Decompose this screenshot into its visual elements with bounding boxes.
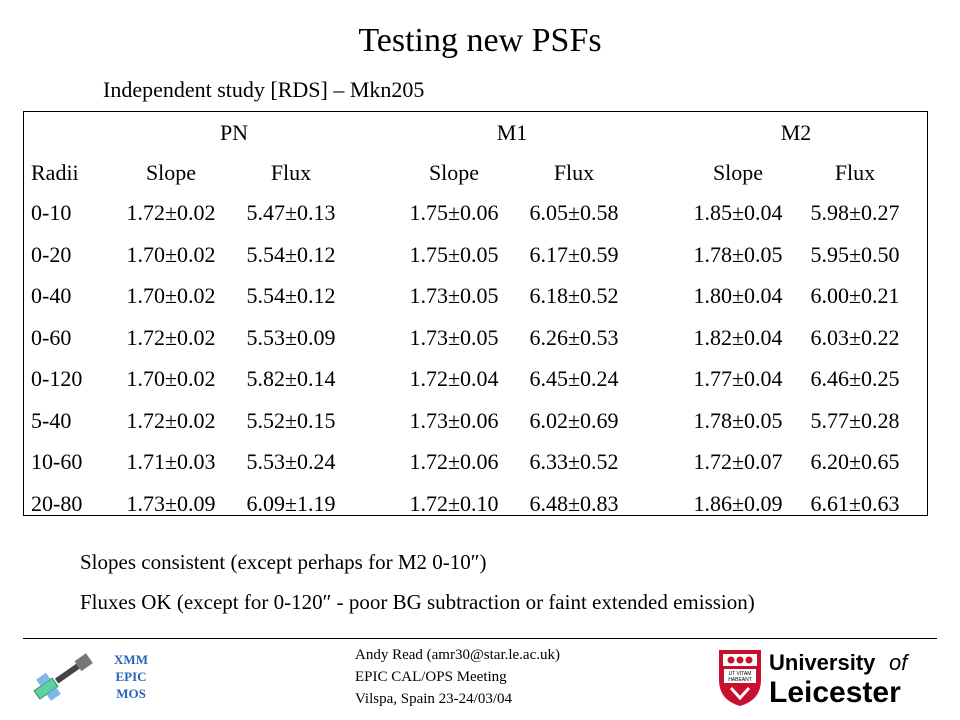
table-row-radii: 20-80 (31, 490, 83, 516)
table-cell: 6.61±0.63 (810, 490, 900, 516)
table-cell: 1.75±0.06 (409, 200, 499, 225)
crest-motto-line-2: HABEANT (728, 677, 752, 683)
table-cell: 1.70±0.02 (126, 283, 216, 308)
table-cell: 1.72±0.04 (409, 366, 499, 391)
table-cell: 6.48±0.83 (529, 490, 619, 516)
table-row-radii: 0-120 (31, 366, 83, 391)
page-title: Testing new PSFs (358, 22, 602, 59)
page-subtitle: Independent study [RDS] – Mkn205 (103, 77, 425, 102)
table-cell: 1.71±0.03 (126, 449, 216, 474)
table-row-radii: 0-60 (31, 324, 72, 350)
group-header-m2: M2 (780, 120, 812, 145)
table-cell: 5.53±0.09 (246, 324, 336, 350)
table-cell: 6.02±0.69 (529, 407, 619, 433)
note-fluxes: Fluxes OK (except for 0-120″ - poor BG s… (80, 590, 755, 614)
table-cell: 6.26±0.53 (529, 324, 619, 350)
sub-header-m1-slope: Slope (428, 160, 480, 185)
group-header-pn: PN (219, 120, 249, 145)
table-cell: 6.20±0.65 (810, 449, 900, 474)
table-row-radii: 10-60 (31, 449, 83, 474)
table-cell: 1.72±0.02 (126, 200, 216, 225)
table-cell: 5.54±0.12 (246, 241, 336, 267)
table-cell: 6.00±0.21 (810, 283, 900, 308)
xmm-epic-mos-logo: XMM EPIC MOS (103, 651, 159, 702)
sub-header-m2-flux: Flux (834, 160, 876, 185)
leicester-word: Leicester (769, 676, 901, 708)
logo-line-epic: EPIC (115, 669, 147, 684)
university-of-leicester-logo: UT VITAM HABEANT University of Leicester (719, 650, 910, 708)
table-cell: 6.33±0.52 (529, 449, 619, 474)
footer-info: Andy Read (amr30@star.le.ac.uk) EPIC CAL… (355, 644, 560, 710)
table-cell: 6.18±0.52 (529, 283, 619, 308)
footer-rule (23, 638, 937, 639)
results-table: PN M1 M2 Radii Slope Flux Slope Flux Slo… (23, 111, 928, 516)
table-cell: 5.53±0.24 (246, 449, 336, 474)
radii-header: Radii (31, 160, 79, 185)
sub-header-pn-flux: Flux (270, 160, 312, 185)
sub-header-m1-flux: Flux (553, 160, 595, 185)
table-cell: 5.95±0.50 (810, 241, 900, 267)
logo-line-xmm: XMM (114, 652, 148, 667)
table-cell: 1.70±0.02 (126, 366, 216, 391)
table-cell: 1.85±0.04 (693, 200, 783, 225)
table-cell: 6.05±0.58 (529, 200, 619, 225)
table-cell: 1.73±0.06 (409, 407, 499, 433)
leicester-crest-icon: UT VITAM HABEANT (719, 650, 761, 706)
table-cell: 6.03±0.22 (810, 324, 900, 350)
group-header-m1: M1 (496, 120, 528, 145)
xmm-satellite-icon (33, 653, 93, 701)
footer-location-date: Vilspa, Spain 23-24/03/04 (355, 691, 513, 707)
table-cell: 6.45±0.24 (529, 366, 619, 391)
table-cell: 1.72±0.02 (126, 324, 216, 350)
table-cell: 6.46±0.25 (810, 366, 900, 391)
table-cell: 1.72±0.02 (126, 407, 216, 433)
table-cell: 1.77±0.04 (693, 366, 783, 391)
table-cell: 1.78±0.05 (693, 407, 783, 433)
table-cell: 1.78±0.05 (693, 241, 783, 267)
table-cell: 1.70±0.02 (126, 241, 216, 267)
table-cell: 1.75±0.05 (409, 241, 499, 267)
crest-motto-line-1: UT VITAM (729, 671, 752, 677)
table-cell: 1.86±0.09 (693, 490, 783, 516)
table-cell: 1.73±0.09 (126, 490, 216, 516)
table-cell: 5.47±0.13 (246, 200, 336, 225)
table-cell: 1.73±0.05 (409, 283, 499, 308)
table-cell: 1.72±0.10 (409, 490, 499, 516)
table-cell: 5.54±0.12 (246, 283, 336, 308)
sub-header-pn-slope: Slope (145, 160, 197, 185)
table-cell: 5.98±0.27 (810, 200, 900, 225)
table-cell: 1.72±0.06 (409, 449, 499, 474)
table-cell: 5.52±0.15 (246, 407, 336, 433)
university-word: University (769, 650, 876, 675)
table-cell: 1.82±0.04 (693, 324, 783, 350)
table-cell: 1.80±0.04 (693, 283, 783, 308)
logo-line-mos: MOS (116, 686, 146, 701)
table-row-radii: 0-40 (31, 283, 72, 308)
note-slopes: Slopes consistent (except perhaps for M2… (80, 550, 487, 574)
table-row-radii: 0-10 (31, 200, 72, 225)
sub-header-m2-slope: Slope (712, 160, 764, 185)
table-row-radii: 5-40 (31, 407, 72, 433)
table-cell: 5.77±0.28 (810, 407, 900, 433)
footer-meeting: EPIC CAL/OPS Meeting (355, 669, 507, 685)
of-word: of (889, 650, 910, 675)
table-cell: 6.17±0.59 (529, 241, 619, 267)
table-cell: 5.82±0.14 (246, 366, 336, 391)
table-cell: 1.73±0.05 (409, 324, 499, 350)
table-cell: 6.09±1.19 (246, 490, 336, 516)
table-cell: 1.72±0.07 (693, 449, 783, 474)
footer-author: Andy Read (amr30@star.le.ac.uk) (355, 647, 560, 663)
table-row-radii: 0-20 (31, 241, 72, 267)
